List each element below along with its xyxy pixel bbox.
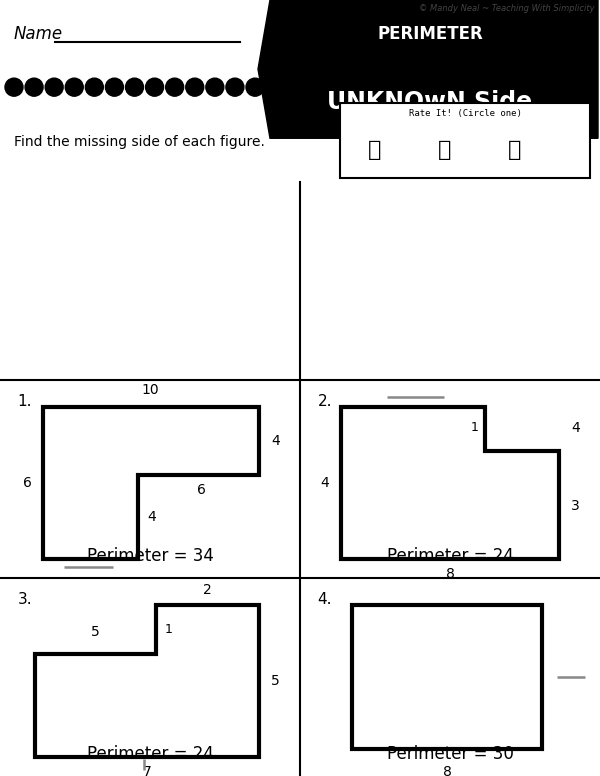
Text: 5: 5 [91,625,100,639]
Circle shape [45,78,63,96]
Polygon shape [258,0,598,138]
Text: 8: 8 [443,764,452,776]
Polygon shape [35,605,259,757]
Circle shape [166,78,184,96]
Text: Find the missing side of each figure.: Find the missing side of each figure. [14,135,265,149]
Text: Perimeter = 34: Perimeter = 34 [86,547,214,565]
Text: Rate It! (Circle one): Rate It! (Circle one) [409,109,521,118]
Bar [340,103,590,178]
Text: 👎: 👎 [508,140,521,161]
Text: 10: 10 [141,383,159,397]
Polygon shape [43,407,259,559]
Text: 4.: 4. [317,591,332,607]
Text: 2.: 2. [317,393,332,409]
Text: 8: 8 [446,566,454,580]
Text: UNKNOwN Side: UNKNOwN Side [328,90,533,114]
Text: 3.: 3. [17,591,32,607]
Text: Perimeter = 24: Perimeter = 24 [86,745,214,763]
Circle shape [25,78,43,96]
Text: 1: 1 [164,623,172,636]
Circle shape [186,78,204,96]
Circle shape [146,78,164,96]
Text: 4: 4 [571,421,580,435]
Text: 5: 5 [271,674,280,688]
Text: Name: Name [14,25,63,43]
Circle shape [65,78,83,96]
Text: © Mandy Neal ~ Teaching With Simplicity: © Mandy Neal ~ Teaching With Simplicity [419,4,595,13]
Text: 👍: 👍 [368,140,382,161]
Polygon shape [352,605,542,750]
Text: 6: 6 [197,483,206,497]
Text: 3: 3 [571,499,580,513]
Circle shape [206,78,224,96]
Circle shape [226,78,244,96]
Text: 7: 7 [143,764,151,776]
Text: 1: 1 [471,421,479,435]
Text: 1.: 1. [17,393,32,409]
Circle shape [85,78,103,96]
Circle shape [5,78,23,96]
Circle shape [106,78,124,96]
Text: Perimeter = 30: Perimeter = 30 [386,745,514,763]
Circle shape [246,78,264,96]
Polygon shape [341,407,559,559]
Text: 2: 2 [203,584,212,598]
Circle shape [125,78,143,96]
Text: 🤔: 🤔 [439,140,452,161]
Text: PERIMETER: PERIMETER [377,25,483,43]
Text: 4: 4 [147,510,156,525]
Text: 6: 6 [23,476,32,490]
Text: Perimeter = 24: Perimeter = 24 [386,547,514,565]
Text: 4: 4 [271,434,280,449]
Text: 4: 4 [320,476,329,490]
